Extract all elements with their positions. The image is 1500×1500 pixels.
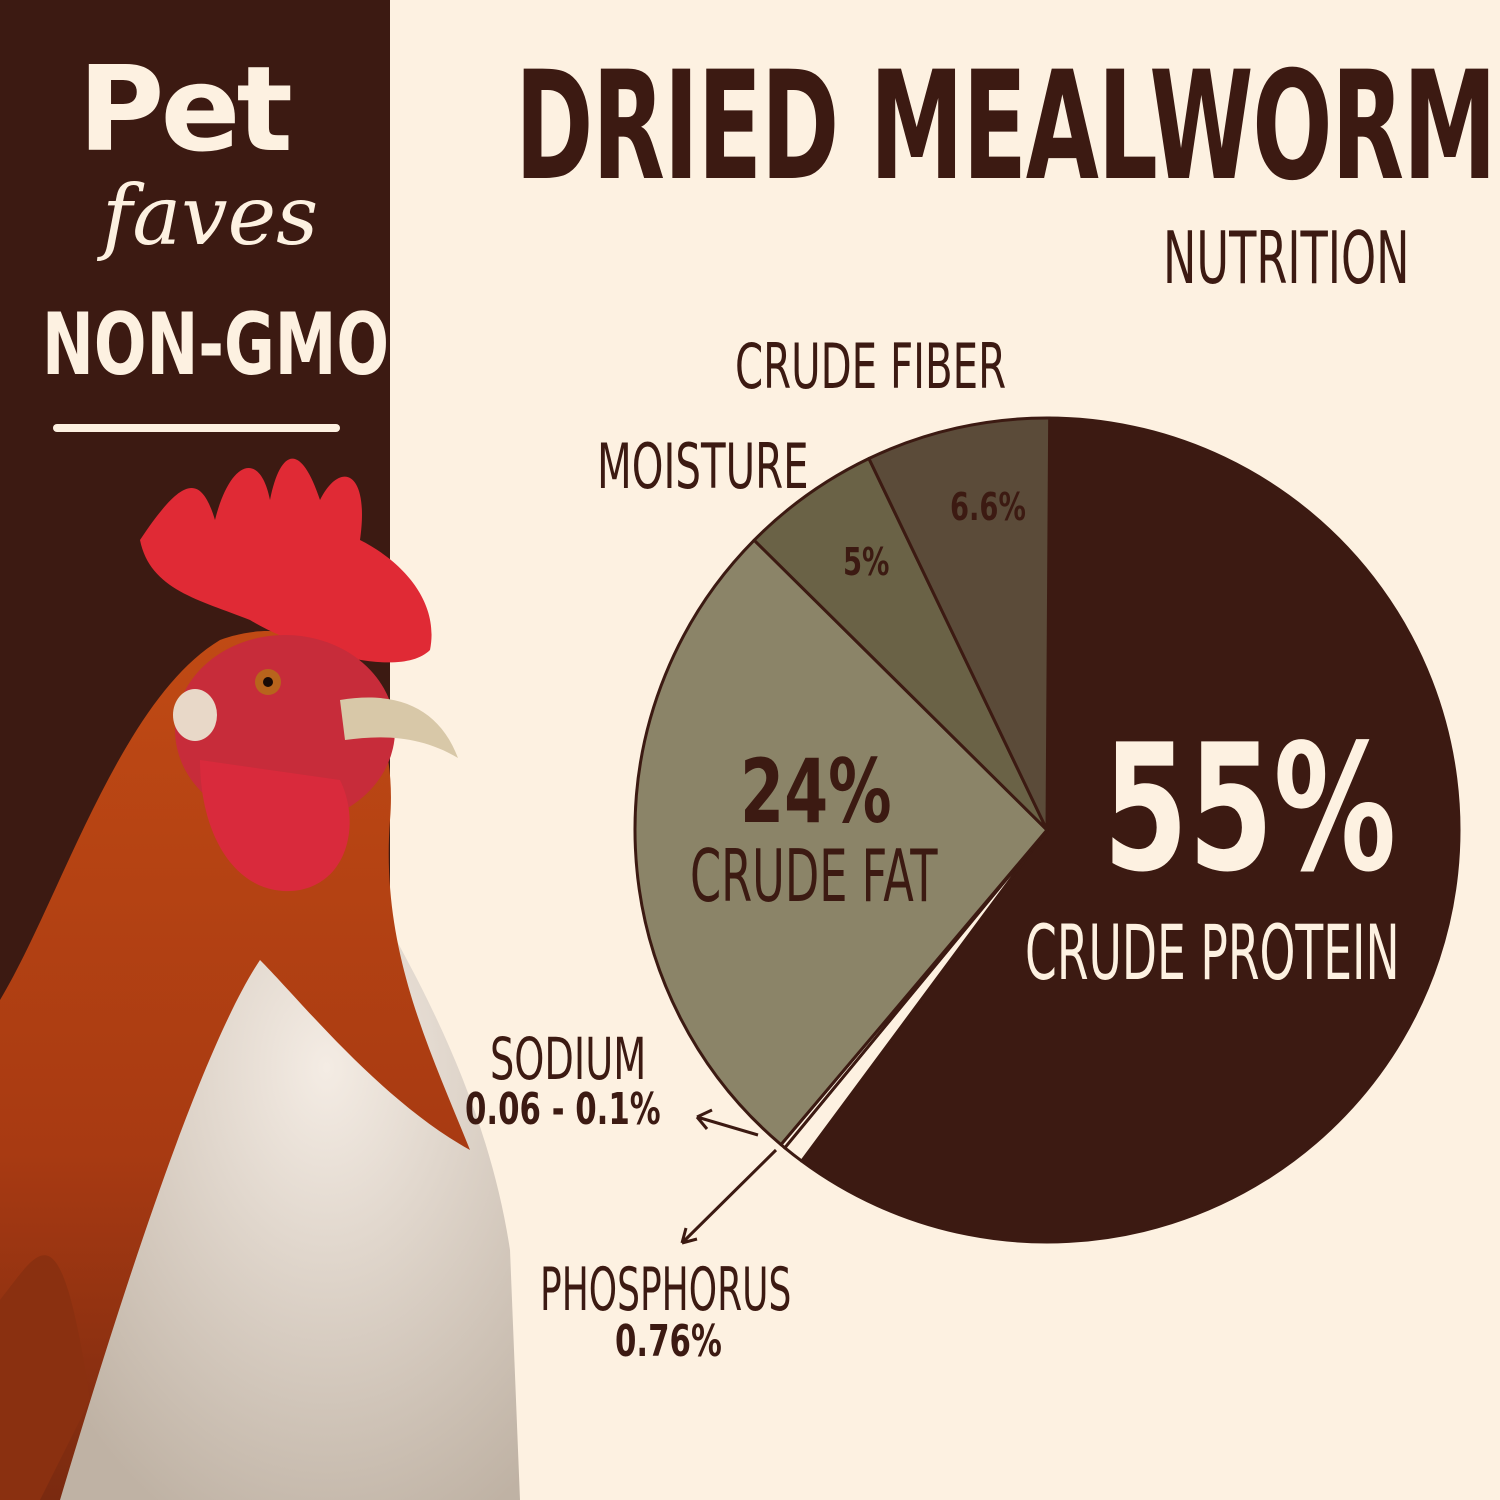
value-crude-protein: 55% <box>1103 708 1397 911</box>
page-subtitle: NUTRITION <box>1163 216 1410 300</box>
label-crude-fiber: CRUDE FIBER <box>735 330 1007 403</box>
label-sodium: SODIUM <box>490 1025 647 1093</box>
pie-slice-crude-fat <box>633 538 1049 1147</box>
value-moisture: 5% <box>843 540 890 584</box>
logo-word-pet: Pet <box>78 40 293 178</box>
divider <box>53 424 340 432</box>
label-moisture: MOISTURE <box>597 430 809 503</box>
pie-slice-crude-protein <box>800 416 1461 1244</box>
phosphorus-arrow <box>680 1148 778 1245</box>
value-phosphorus: 0.76% <box>615 1316 722 1367</box>
value-crude-fiber: 6.6% <box>950 485 1026 529</box>
brand-logo: Pet faves <box>78 50 378 258</box>
pie-slice-moisture <box>752 456 1049 832</box>
non-gmo-badge: NON-GMO <box>42 295 390 395</box>
sodium-arrow <box>695 1108 759 1137</box>
rooster-illustration <box>0 458 520 1500</box>
label-phosphorus: PHOSPHORUS <box>540 1255 792 1325</box>
logo-word-faves: faves <box>102 169 319 264</box>
label-crude-fat: CRUDE FAT <box>690 834 938 918</box>
label-crude-protein: CRUDE PROTEIN <box>1025 908 1400 997</box>
value-crude-fat: 24% <box>740 740 892 843</box>
pie-slice-crude-fiber <box>867 416 1052 832</box>
value-sodium: 0.06 - 0.1% <box>465 1084 661 1135</box>
page-title: DRIED MEALWORMS <box>515 40 1500 214</box>
